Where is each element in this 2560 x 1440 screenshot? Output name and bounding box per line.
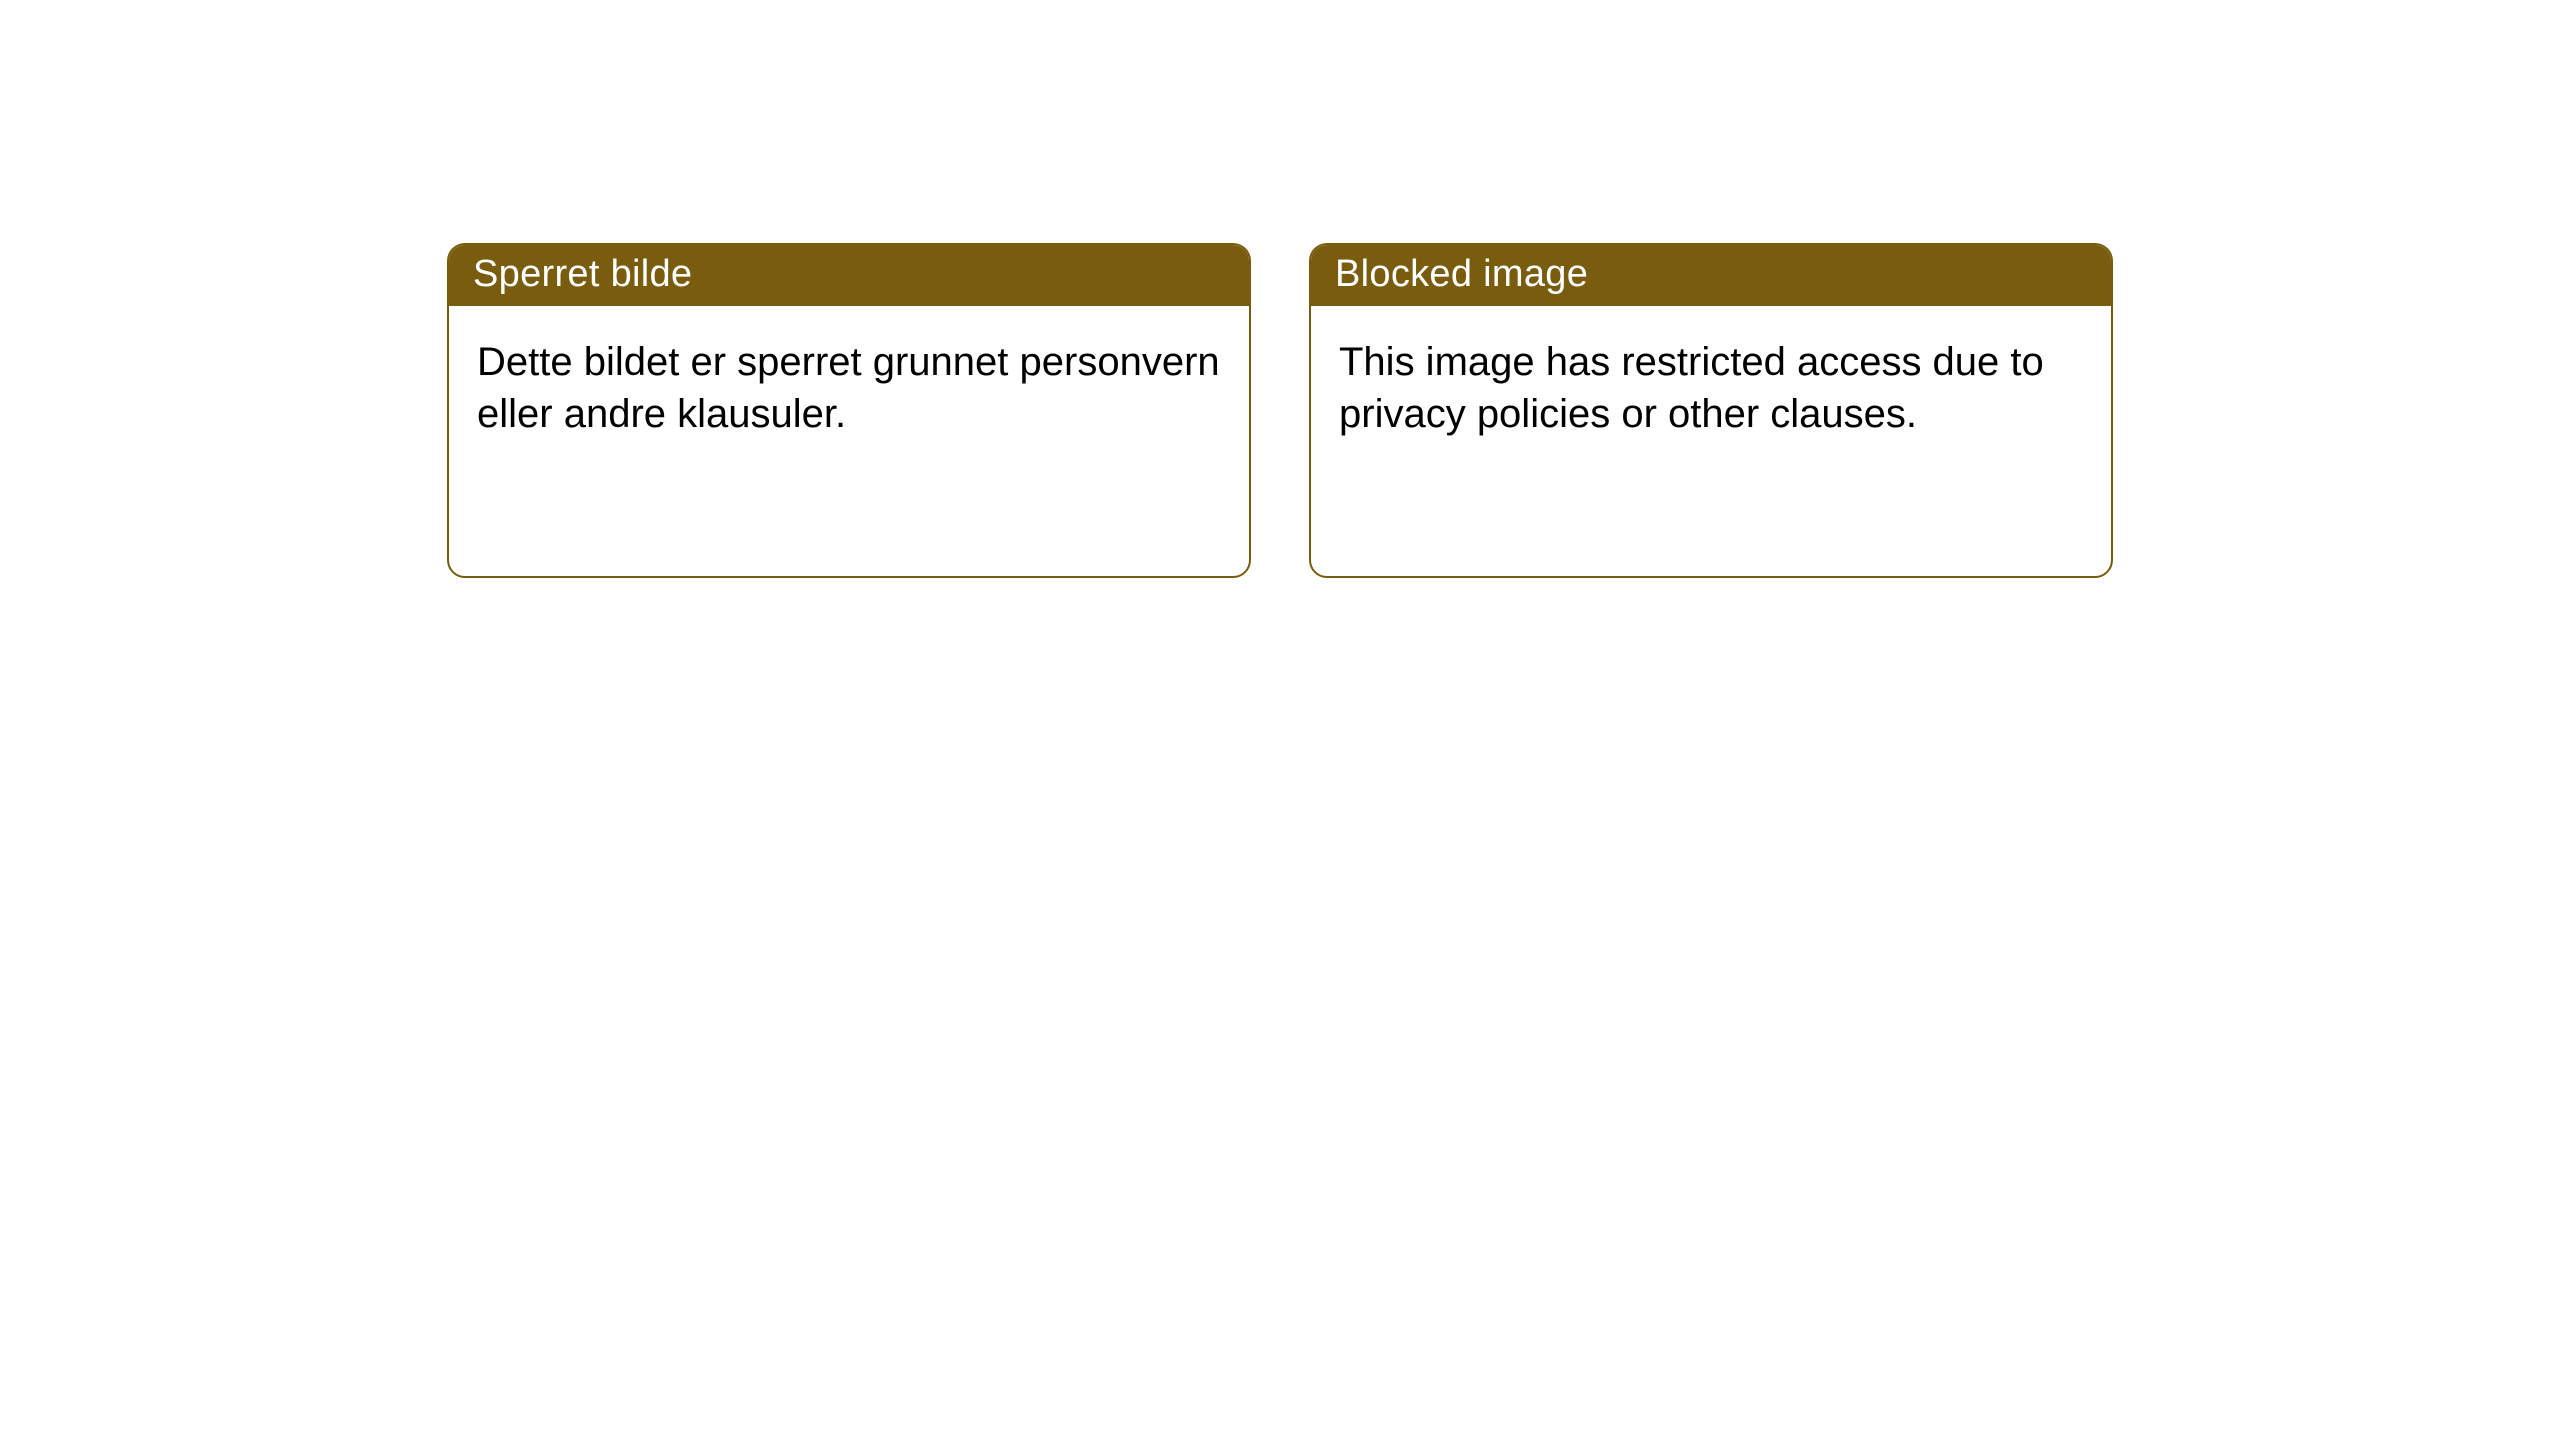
notice-header: Blocked image (1311, 245, 2111, 306)
notice-card-norwegian: Sperret bilde Dette bildet er sperret gr… (447, 243, 1251, 578)
notice-body: Dette bildet er sperret grunnet personve… (449, 306, 1249, 468)
notice-body: This image has restricted access due to … (1311, 306, 2111, 468)
notice-header: Sperret bilde (449, 245, 1249, 306)
notice-card-english: Blocked image This image has restricted … (1309, 243, 2113, 578)
notice-container: Sperret bilde Dette bildet er sperret gr… (0, 0, 2560, 578)
